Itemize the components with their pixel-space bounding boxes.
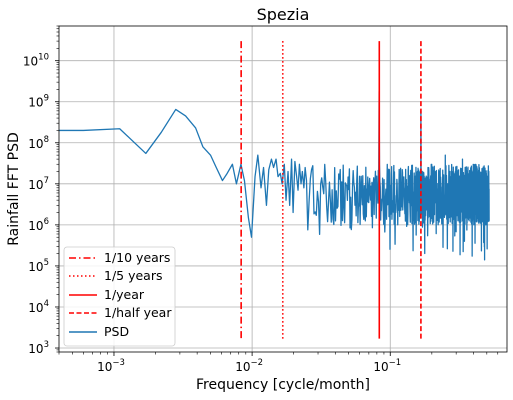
y-tick-label: 1010 <box>23 53 49 69</box>
y-tick-base: 10 <box>28 301 43 315</box>
y-tick-label: 104 <box>28 299 49 315</box>
x-tick-exponent: −2 <box>250 358 263 368</box>
y-tick-exponent: 4 <box>44 299 49 309</box>
psd-series-line <box>59 90 490 261</box>
reference-lines-layer <box>240 41 422 339</box>
legend-label-half-year: 1/half year <box>104 305 172 320</box>
plot-frame <box>58 25 508 353</box>
y-tick-base: 10 <box>28 342 43 356</box>
y-tick-label: 105 <box>28 258 49 274</box>
y-tick-base: 10 <box>23 55 38 69</box>
y-tick-exponent: 3 <box>44 340 49 350</box>
y-axis-title: Rainfall FFT PSD <box>6 132 22 245</box>
legend-label-5-years: 1/5 years <box>104 268 163 283</box>
y-tick-label: 108 <box>28 135 49 151</box>
y-tick-base: 10 <box>28 137 43 151</box>
y-tick-label: 107 <box>28 176 49 192</box>
legend: 1/10 years 1/5 years 1/year 1/half year … <box>63 246 176 347</box>
x-tick-exponent: −1 <box>389 358 402 368</box>
y-tick-base: 10 <box>28 260 43 274</box>
y-tick-base: 10 <box>28 178 43 192</box>
y-tick-label: 106 <box>28 217 49 233</box>
legend-label-year: 1/year <box>104 287 145 302</box>
y-tick-base: 10 <box>28 219 43 233</box>
y-tick-exponent: 5 <box>44 258 49 268</box>
chart-title: Spezia <box>257 5 310 24</box>
series-layer <box>59 90 490 261</box>
legend-label-psd: PSD <box>104 324 129 339</box>
legend-box <box>63 246 176 347</box>
y-tick-exponent: 10 <box>38 53 49 63</box>
legend-label-10-years: 1/10 years <box>104 250 170 265</box>
x-tick-exponent: −3 <box>112 358 125 368</box>
y-tick-exponent: 8 <box>44 135 49 145</box>
y-tick-exponent: 7 <box>44 176 49 186</box>
x-axis-title: Frequency [cycle/month] <box>196 377 370 393</box>
y-tick-exponent: 9 <box>44 94 49 104</box>
y-tick-exponent: 6 <box>44 217 49 227</box>
y-tick-base: 10 <box>28 96 43 110</box>
y-tick-label: 103 <box>28 340 49 356</box>
y-tick-label: 109 <box>28 94 49 110</box>
